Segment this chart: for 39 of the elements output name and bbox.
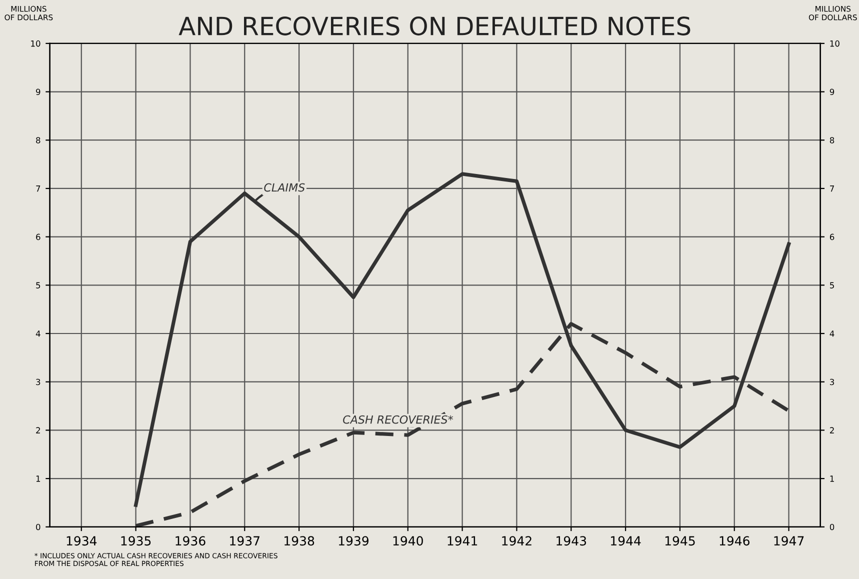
- chart-title: AND RECOVERIES ON DEFAULTED NOTES: [178, 16, 690, 36]
- y2-tick-label: 1: [830, 476, 834, 482]
- x-tick-label: 1941: [448, 536, 478, 546]
- y-tick-label: 2: [36, 427, 40, 434]
- x-tick-label: 1939: [338, 536, 368, 546]
- x-tick-label: 1940: [393, 536, 423, 546]
- series-label: CASH RECOVERIES*: [343, 415, 454, 424]
- y-tick-label: 7: [36, 186, 40, 192]
- x-tick-label: 1947: [774, 536, 804, 546]
- y-tick-label: 3: [36, 378, 40, 386]
- x-tick-label: 1934: [66, 536, 97, 546]
- y-tick-label: 4: [36, 330, 40, 337]
- x-tick-label: 1946: [720, 536, 750, 546]
- x-tick-label: 1943: [556, 536, 586, 546]
- y2-tick-label: 9: [830, 88, 834, 96]
- y2-tick-label: 8: [830, 137, 834, 144]
- y2-tick-label: 0: [830, 524, 834, 530]
- x-tick-label: 1936: [176, 536, 206, 546]
- y2-tick-label: 10: [830, 40, 840, 47]
- x-tick-label: 1942: [502, 536, 532, 546]
- x-tick-label: 1945: [665, 536, 695, 546]
- y-tick-label: 5: [36, 282, 40, 288]
- y2-tick-label: 3: [830, 378, 834, 386]
- y-tick-label: 10: [31, 40, 40, 47]
- x-tick-label: 1935: [121, 536, 151, 546]
- y-tick-label: 9: [36, 88, 40, 96]
- y2-tick-label: 6: [830, 234, 834, 240]
- x-tick-label: 1944: [611, 536, 641, 546]
- y-tick-label: 8: [36, 137, 40, 144]
- y2-tick-label: 2: [830, 427, 834, 434]
- y2-tick-label: 4: [830, 330, 834, 337]
- y-tick-label: 6: [36, 234, 40, 240]
- x-tick-label: 1938: [284, 536, 314, 546]
- y-tick-label: 0: [36, 524, 40, 530]
- x-tick-label: 1937: [230, 536, 260, 546]
- y2-tick-label: 7: [830, 186, 834, 192]
- y-tick-label: 1: [36, 476, 40, 482]
- y2-tick-label: 5: [830, 282, 834, 288]
- series-label: CLAIMS: [264, 183, 305, 192]
